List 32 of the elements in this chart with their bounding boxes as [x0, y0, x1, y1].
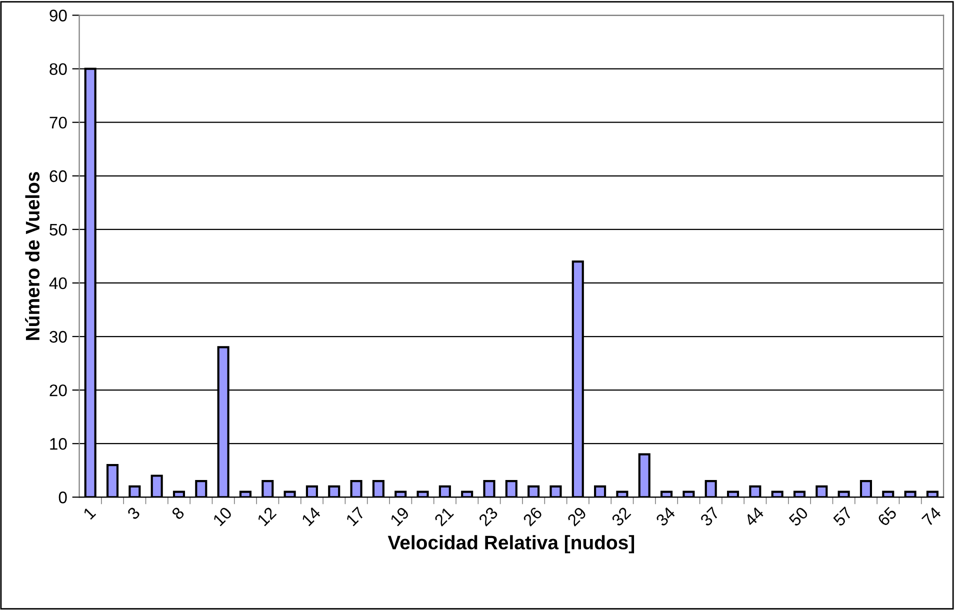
- y-tick-label: 30: [50, 330, 67, 343]
- x-tick-label: 10: [212, 506, 233, 526]
- y-tick-label: 0: [58, 492, 67, 504]
- x-tick-label: 65: [877, 506, 898, 527]
- y-tick-label: 80: [50, 63, 67, 75]
- y-tick-label: 10: [50, 438, 67, 450]
- x-tick-label: 50: [788, 506, 809, 527]
- x-tick-label: 19: [390, 506, 410, 526]
- x-tick-label: 32: [610, 506, 632, 527]
- y-axis-title: Número de Vuelos: [25, 172, 40, 340]
- x-tick-label: 44: [744, 506, 764, 527]
- x-tick-label: 26: [522, 506, 543, 527]
- y-tick-label: 20: [50, 384, 67, 396]
- x-tick-label: 17: [346, 506, 366, 526]
- x-tick-label: 37: [700, 506, 720, 527]
- x-tick-label: 74: [921, 506, 942, 527]
- x-tick-label: 1: [82, 506, 96, 520]
- y-tick-label: 40: [49, 277, 67, 290]
- x-tick-label: 12: [256, 506, 277, 526]
- x-tick-label: 34: [655, 506, 676, 527]
- y-tick-label: 70: [50, 116, 67, 129]
- x-tick-label: 14: [301, 506, 322, 526]
- x-tick-label: 29: [566, 506, 588, 527]
- x-tick-label: 8: [171, 506, 185, 520]
- x-tick-label: 57: [832, 506, 853, 527]
- y-tick-label: 90: [50, 10, 67, 22]
- x-tick-label: 23: [478, 506, 498, 527]
- y-tick-label: 60: [50, 170, 67, 182]
- x-tick-label: 3: [126, 506, 141, 520]
- x-tick-label: 21: [434, 506, 454, 527]
- y-tick-label: 50: [50, 224, 67, 236]
- x-axis-title: Velocidad Relativa [nudos]: [388, 535, 634, 554]
